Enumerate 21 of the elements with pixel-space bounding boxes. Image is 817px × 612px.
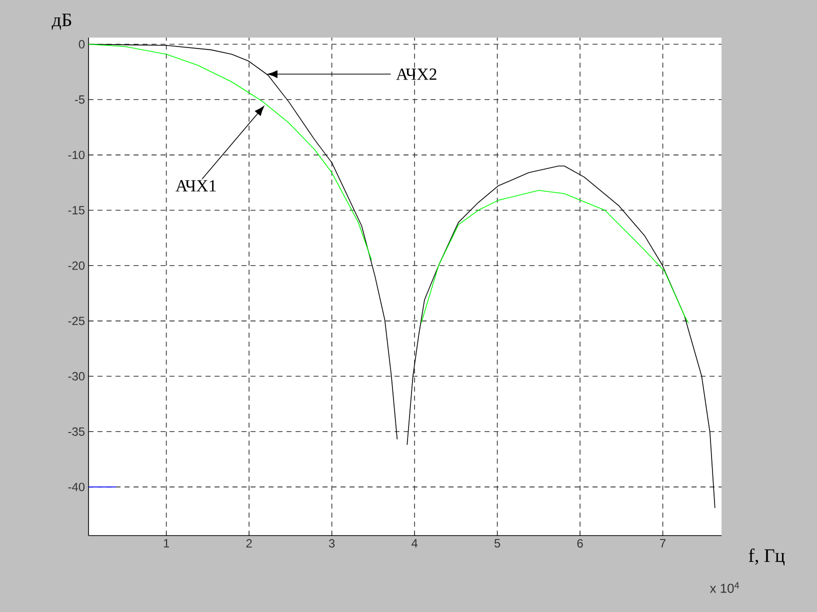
x-tick-label: 6: [577, 539, 583, 548]
x-tick-label: 7: [660, 539, 666, 548]
annotation: АЧХ2: [396, 68, 436, 80]
y-tick-label: -5: [74, 95, 85, 104]
x-tick-label: 3: [328, 539, 335, 548]
y-tick-label: -35: [68, 427, 85, 436]
y-tick-label: 0: [78, 40, 85, 48]
y-tick-label: -20: [68, 261, 85, 270]
y-tick-label: -25: [68, 316, 85, 326]
x-tick-label: 2: [246, 539, 252, 548]
annotation: АЧХ1: [176, 180, 216, 192]
x-tick-label: 4: [412, 539, 418, 548]
y-axis-title: дБ: [52, 14, 72, 30]
x-tick-label: 1: [164, 539, 170, 548]
y-tick-label: -40: [68, 482, 85, 492]
y-tick-label: -15: [68, 206, 85, 214]
text: x 10$^{4}$: [710, 582, 740, 593]
x-axis-title: f, Гц: [748, 548, 785, 566]
y-tick-label: -30: [68, 372, 85, 380]
y-tick-label: -10: [68, 150, 85, 160]
x-tick-label: 5: [494, 539, 500, 548]
